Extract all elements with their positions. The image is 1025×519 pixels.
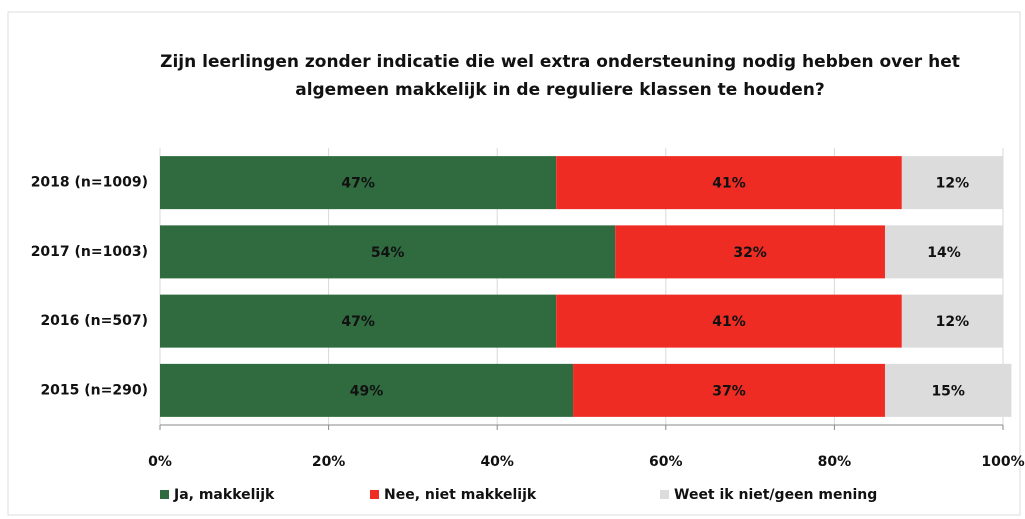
data-label: 49% xyxy=(350,383,384,399)
data-label: 47% xyxy=(341,176,375,192)
data-label: 41% xyxy=(712,314,746,330)
bar-segment xyxy=(901,156,1003,210)
x-tick-label: 0% xyxy=(148,454,172,470)
bar-segment xyxy=(573,363,885,417)
data-label: 54% xyxy=(371,245,405,261)
legend-label: Nee, niet makkelijk xyxy=(384,487,537,503)
bar-segment xyxy=(556,156,902,210)
legend-swatch xyxy=(660,490,669,499)
x-tick-label: 40% xyxy=(480,454,514,470)
bar-segment xyxy=(160,294,557,348)
data-label: 15% xyxy=(931,383,965,399)
bar-segment xyxy=(884,363,1012,417)
chart-title: algemeen makkelijk in de reguliere klass… xyxy=(295,80,825,100)
data-label: 32% xyxy=(733,245,767,261)
y-tick-label: 2018 (n=1009) xyxy=(31,175,148,191)
y-tick-label: 2015 (n=290) xyxy=(40,382,148,398)
data-label: 41% xyxy=(712,176,746,192)
legend-swatch xyxy=(160,490,169,499)
y-tick-label: 2016 (n=507) xyxy=(40,313,148,329)
data-label: 47% xyxy=(341,314,375,330)
x-tick-label: 20% xyxy=(312,454,346,470)
y-tick-label: 2017 (n=1003) xyxy=(31,244,148,260)
data-label: 12% xyxy=(936,314,970,330)
bar-segment xyxy=(160,225,616,279)
legend-label: Weet ik niet/geen mening xyxy=(674,487,877,503)
x-tick-label: 60% xyxy=(649,454,683,470)
x-tick-label: 100% xyxy=(981,454,1024,470)
legend-swatch xyxy=(370,490,379,499)
bar-segment xyxy=(901,294,1003,348)
bar-segment xyxy=(556,294,902,348)
x-tick-label: 80% xyxy=(818,454,852,470)
chart-title: Zijn leerlingen zonder indicatie die wel… xyxy=(160,52,960,72)
bar-segment xyxy=(160,363,574,417)
bar-segment xyxy=(615,225,885,279)
legend-label: Ja, makkelijk xyxy=(173,487,275,503)
data-label: 12% xyxy=(936,176,970,192)
data-label: 37% xyxy=(712,383,746,399)
bar-segment xyxy=(160,156,557,210)
data-label: 14% xyxy=(927,245,961,261)
bar-segment xyxy=(884,225,1003,279)
